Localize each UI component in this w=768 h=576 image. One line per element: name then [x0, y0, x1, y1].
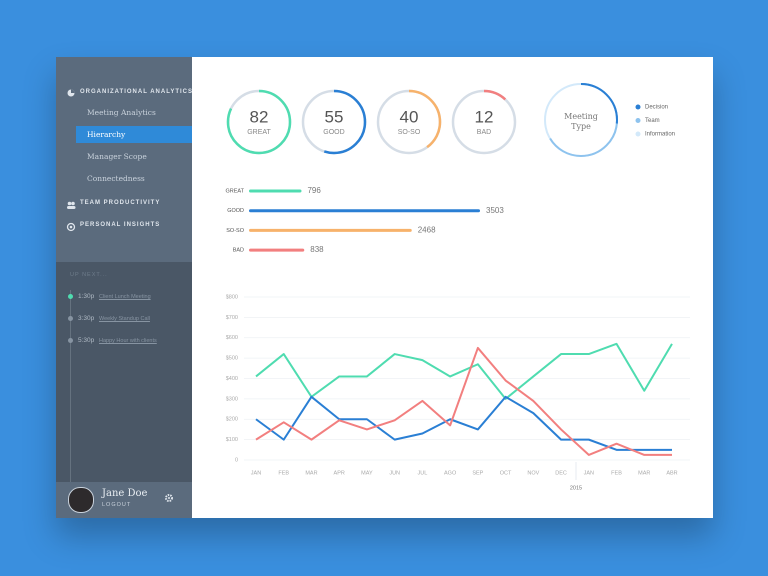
event-dot: [68, 294, 73, 299]
logout[interactable]: LOGOUT: [102, 502, 132, 508]
gauge-value: 40: [400, 107, 419, 126]
bar-label: BAD: [233, 248, 244, 254]
event-link[interactable]: Happy Hour with clients: [99, 338, 157, 344]
x-tick-label: FEB: [611, 470, 622, 476]
gauge-arc: [226, 89, 292, 155]
x-tick-label: MAR: [305, 470, 317, 476]
line-series: [255, 342, 673, 400]
icon: [67, 201, 76, 209]
line-series: [255, 346, 672, 456]
nav-item[interactable]: Meeting Analytics: [87, 108, 156, 117]
event-time: 1:30p: [78, 293, 95, 300]
bar-value: 796: [307, 186, 321, 195]
bar: [249, 248, 305, 252]
active-highlight: [76, 126, 192, 143]
settings-icon[interactable]: [164, 493, 174, 503]
event-link[interactable]: Weekly Standup Call: [99, 316, 150, 322]
legend-label: Information: [645, 132, 675, 138]
nav-section[interactable]: PERSONAL INSIGHTS: [80, 222, 161, 228]
up-next-panel: [56, 262, 192, 482]
meeting-ring-arc: [544, 83, 618, 157]
event-time: 5:30p: [78, 337, 95, 344]
y-tick-label: $800: [226, 294, 238, 300]
nav-item[interactable]: Manager Scope: [87, 152, 147, 161]
y-tick-label: $500: [226, 356, 238, 362]
y-tick-label: $200: [226, 417, 238, 423]
legend-label: Team: [645, 118, 660, 124]
x-tick-label: JUN: [389, 470, 400, 476]
y-tick-label: $400: [226, 376, 238, 382]
y-tick-label: $700: [226, 315, 238, 321]
dashboard-card: ORGANIZATIONAL ANALYTICS Meeting Analyti…: [56, 57, 713, 518]
x-tick-label: MAY: [361, 470, 373, 476]
bar: [249, 228, 412, 232]
year-label: 2015: [570, 485, 582, 491]
legend-dot: [635, 118, 641, 123]
event-dot: [68, 338, 73, 343]
bar-value: 838: [310, 245, 324, 254]
bar-label: GOOD: [227, 208, 244, 214]
bar: [249, 189, 302, 193]
meeting-type-title: Meeting Type: [564, 112, 598, 131]
user-name: Jane Doe: [102, 488, 148, 499]
nav-item[interactable]: Connectedness: [87, 174, 145, 183]
gauge-label: GOOD: [323, 129, 344, 136]
legend-dot: [635, 131, 641, 137]
gauge-arc: [451, 89, 517, 155]
x-tick-label: APR: [334, 470, 345, 476]
bar-value: 2468: [418, 226, 436, 235]
x-tick-label: JUL: [418, 470, 428, 476]
timeline: [70, 290, 71, 482]
bar-label: GREAT: [225, 188, 244, 194]
line-series: [255, 395, 672, 451]
x-tick-label: JAN: [251, 470, 261, 476]
x-tick-label: FEB: [278, 470, 289, 476]
legend-dot: [635, 104, 641, 110]
gauge-value: 12: [475, 107, 494, 126]
x-tick-label: DEC: [555, 470, 567, 476]
nav-section[interactable]: ORGANIZATIONAL ANALYTICS: [80, 89, 194, 95]
sidebar: ORGANIZATIONAL ANALYTICS Meeting Analyti…: [56, 57, 192, 518]
icon: [67, 89, 75, 97]
x-tick-label: JAN: [584, 470, 594, 476]
avatar[interactable]: [68, 487, 94, 513]
bar-value: 3503: [486, 206, 504, 215]
nav-section[interactable]: TEAM PRODUCTIVITY: [80, 200, 161, 206]
gauge-label: SO-SO: [398, 129, 421, 136]
event-time: 3:30p: [78, 315, 95, 322]
x-tick-label: OCT: [500, 470, 512, 476]
y-tick-label: 0: [235, 457, 238, 463]
x-tick-label: ABR: [666, 470, 677, 476]
gauge-value: 82: [250, 107, 269, 126]
y-tick-label: $600: [226, 335, 238, 341]
x-tick-label: AGO: [444, 470, 457, 476]
x-tick-label: NOV: [527, 470, 539, 476]
gauge-arc: [301, 89, 367, 155]
x-tick-label: MAR: [638, 470, 650, 476]
up-next-title: UP NEXT...: [70, 272, 108, 278]
event-link[interactable]: Client Lunch Meeting: [99, 294, 151, 300]
bar: [249, 209, 480, 213]
bar-label: SO-SO: [226, 228, 244, 234]
y-tick-label: $300: [226, 396, 238, 402]
gauge-label: BAD: [477, 129, 491, 136]
y-tick-label: $100: [226, 437, 238, 443]
gauge-arc: [376, 89, 442, 155]
nav-item[interactable]: Hierarchy: [87, 130, 126, 139]
gauge-label: GREAT: [247, 129, 271, 136]
event-dot: [68, 316, 73, 321]
x-tick-label: SEP: [472, 470, 483, 476]
icon: [66, 222, 76, 232]
gauge-value: 55: [325, 107, 344, 126]
legend-label: Decision: [645, 105, 668, 111]
